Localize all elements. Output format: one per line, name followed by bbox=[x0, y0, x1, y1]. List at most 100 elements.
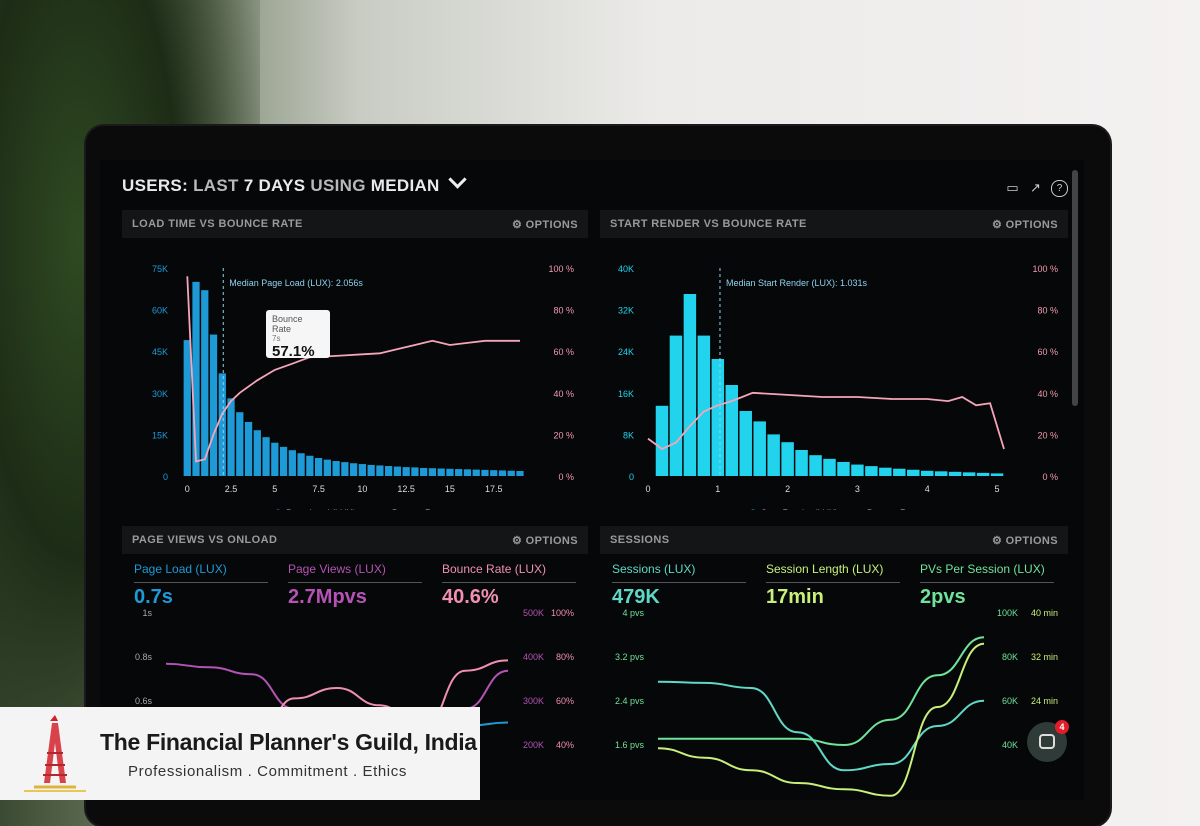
y-tick-label: 45K bbox=[152, 347, 168, 357]
y-tick-label: 32K bbox=[618, 306, 634, 316]
bar bbox=[683, 294, 697, 476]
bar bbox=[962, 472, 976, 476]
monitor-icon[interactable]: ▭ bbox=[1006, 180, 1019, 195]
kpi-label: Page Load (LUX) bbox=[134, 562, 227, 576]
bar bbox=[934, 471, 948, 476]
bar bbox=[446, 468, 454, 476]
y-tick-label: 30K bbox=[152, 389, 168, 399]
bar bbox=[420, 467, 428, 476]
kpi-value: 2.7Mpvs bbox=[288, 586, 367, 608]
bar bbox=[402, 467, 410, 476]
x-tick-label: 3 bbox=[855, 484, 860, 494]
title-using: USING bbox=[310, 176, 366, 195]
bar bbox=[976, 472, 990, 476]
y2-tick-label: 500K bbox=[523, 608, 544, 618]
x-tick-label: 4 bbox=[925, 484, 930, 494]
bar bbox=[781, 442, 794, 476]
y2-tick-label: 300K bbox=[523, 696, 544, 706]
bar bbox=[516, 471, 524, 476]
kpi-value: 479K bbox=[612, 586, 660, 608]
panel-header bbox=[600, 526, 1068, 554]
scrollbar[interactable] bbox=[1072, 170, 1078, 406]
x-tick-label: 1 bbox=[715, 484, 720, 494]
kpi-divider bbox=[920, 582, 1054, 583]
bar bbox=[823, 458, 836, 476]
legend-marker bbox=[276, 509, 280, 510]
bar bbox=[795, 450, 808, 476]
help-icon[interactable]: ? bbox=[1051, 180, 1068, 197]
bar bbox=[851, 464, 864, 476]
legend-label: Bounce Rate bbox=[392, 508, 444, 510]
chevron-down-icon[interactable] bbox=[447, 170, 467, 189]
bar bbox=[463, 469, 472, 476]
kpi-divider bbox=[442, 582, 576, 583]
options-button[interactable]: ⚙ OPTIONS bbox=[511, 219, 578, 231]
kpi-label: Session Length (LUX) bbox=[766, 562, 884, 576]
bar bbox=[341, 462, 349, 476]
y-tick-label: 0 bbox=[629, 472, 634, 482]
y2-tick-label: 100 % bbox=[548, 264, 574, 274]
y-tick-label: 60K bbox=[152, 306, 168, 316]
bar bbox=[288, 450, 296, 476]
bar bbox=[767, 434, 780, 476]
bar bbox=[385, 466, 393, 476]
y-tick-label: 4 pvs bbox=[622, 608, 644, 618]
bar bbox=[879, 467, 892, 476]
y2-tick-label: 60 % bbox=[1037, 347, 1058, 357]
panel-title: LOAD TIME VS BOUNCE RATE bbox=[132, 218, 303, 230]
bar bbox=[349, 463, 358, 476]
y3-tick-label: 80% bbox=[556, 652, 574, 662]
y2-tick-label: 60K bbox=[1002, 696, 1018, 706]
kpi-divider bbox=[766, 582, 900, 583]
bar bbox=[481, 469, 489, 476]
share-icon[interactable]: ↗ bbox=[1030, 180, 1041, 195]
bar bbox=[490, 470, 498, 476]
y2-tick-label: 80 % bbox=[1037, 306, 1058, 316]
bar bbox=[236, 412, 244, 476]
median-label: Median Page Load (LUX): 2.056s bbox=[229, 278, 363, 288]
y-tick-label: 3.2 pvs bbox=[615, 652, 645, 662]
y3-tick-label: 40% bbox=[556, 740, 574, 750]
bar bbox=[376, 465, 384, 476]
bar bbox=[393, 466, 402, 476]
y2-tick-label: 80K bbox=[1002, 652, 1018, 662]
series-line bbox=[657, 642, 985, 797]
x-tick-label: 17.5 bbox=[485, 484, 503, 494]
y2-tick-label: 40K bbox=[1002, 740, 1018, 750]
logo-title: The Financial Planner's Guild, India bbox=[100, 729, 477, 755]
options-button[interactable]: ⚙ OPTIONS bbox=[991, 219, 1058, 231]
logo-subtitle: Professionalism . Commitment . Ethics bbox=[128, 763, 407, 780]
bar bbox=[279, 446, 288, 476]
bounce-rate-line bbox=[647, 391, 1005, 451]
y2-tick-label: 400K bbox=[523, 652, 544, 662]
dashboard-title[interactable]: USERS: LAST 7 DAYS USING MEDIAN bbox=[122, 170, 467, 196]
load-time-panel: LOAD TIME VS BOUNCE RATE ⚙ OPTIONS 0 15K 3… bbox=[122, 210, 588, 510]
legend-label: Page Load (LUX) bbox=[286, 508, 356, 510]
kpi-divider bbox=[288, 582, 422, 583]
kpi-value: 0.7s bbox=[134, 586, 173, 608]
x-tick-label: 10 bbox=[357, 484, 367, 494]
chat-button[interactable]: 4 bbox=[1027, 720, 1069, 762]
y2-tick-label: 0 % bbox=[558, 472, 574, 482]
title-range: 7 DAYS bbox=[243, 176, 306, 195]
bar bbox=[209, 334, 218, 476]
options-button[interactable]: ⚙ OPTIONS bbox=[511, 535, 578, 547]
y-tick-label: 24K bbox=[618, 347, 634, 357]
y2-tick-label: 80 % bbox=[553, 306, 574, 316]
options-button[interactable]: ⚙ OPTIONS bbox=[991, 535, 1058, 547]
bar bbox=[739, 411, 752, 476]
y-tick-label: 8K bbox=[623, 430, 634, 440]
kpi-label: PVs Per Session (LUX) bbox=[920, 562, 1045, 576]
y-tick-label: 0.6s bbox=[135, 696, 153, 706]
x-tick-label: 5 bbox=[272, 484, 277, 494]
x-tick-label: 7.5 bbox=[312, 484, 325, 494]
y-tick-label: 40K bbox=[618, 264, 634, 274]
y-tick-label: 0 bbox=[163, 472, 168, 482]
panel-title: START RENDER VS BOUNCE RATE bbox=[610, 218, 807, 230]
bar bbox=[990, 473, 1004, 476]
x-tick-label: 0 bbox=[185, 484, 190, 494]
load-time-chart: 0 15K 30K 45K 60K 75K 0 % 20 % 40 % 60 % 80 % 100 %… bbox=[152, 264, 574, 510]
bar bbox=[948, 471, 962, 476]
series-line bbox=[657, 680, 985, 772]
bar bbox=[507, 470, 515, 476]
